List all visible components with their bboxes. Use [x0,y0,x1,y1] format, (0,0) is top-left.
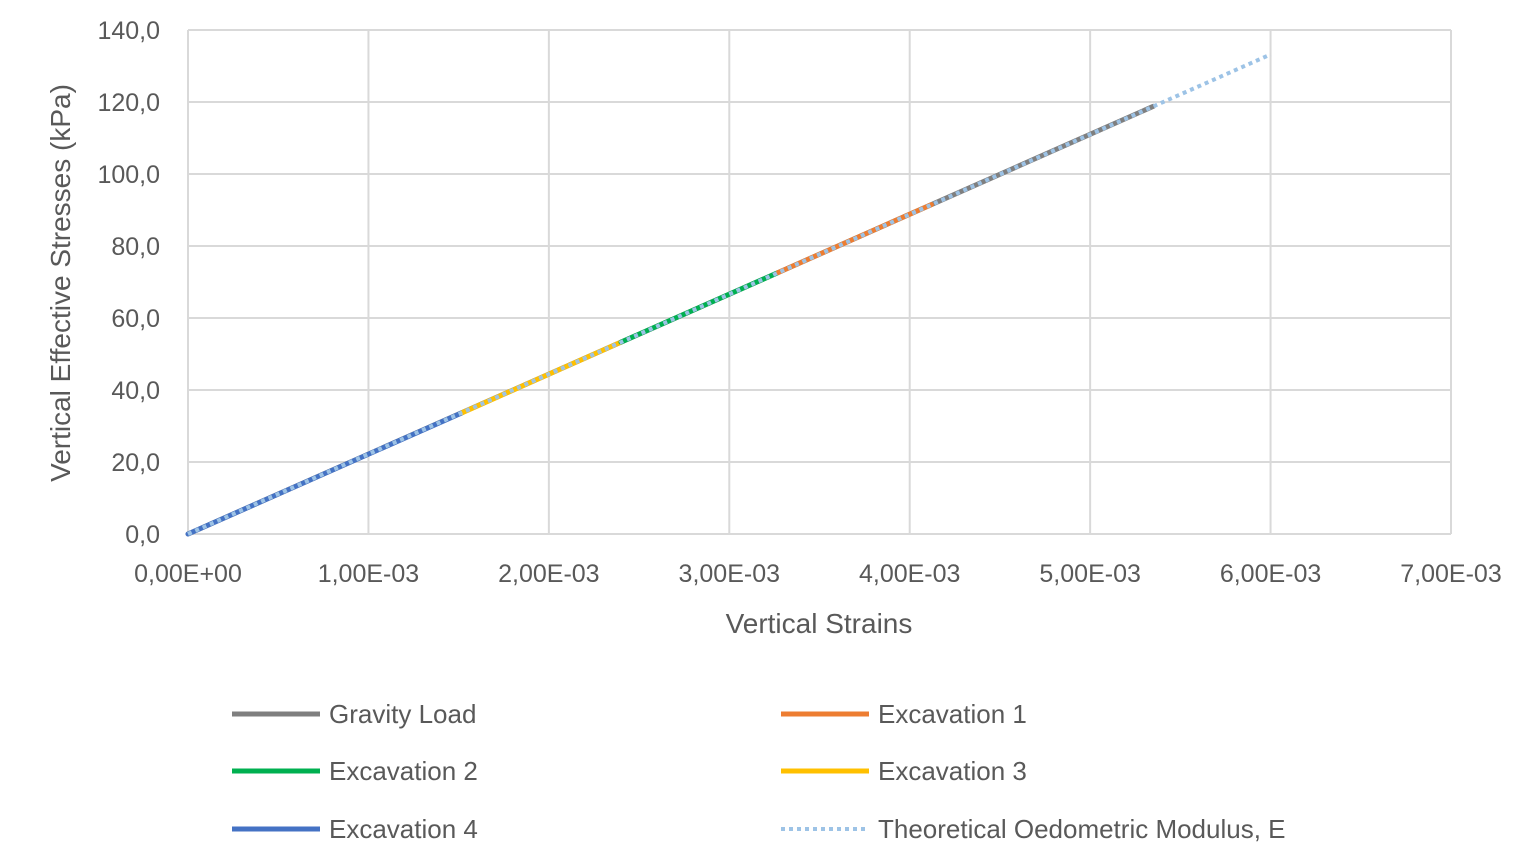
legend-label: Excavation 2 [329,756,478,786]
x-tick-label: 6,00E-03 [1220,560,1321,588]
x-tick-label: 1,00E-03 [318,560,419,588]
x-tick-label: 7,00E-03 [1400,560,1501,588]
series-line-5 [185,410,465,537]
series-layer [185,52,1272,537]
x-tick-label: 2,00E-03 [498,560,599,588]
legend-label: Theoretical Oedometric Modulus, E [878,814,1286,844]
x-tick-label: 4,00E-03 [859,560,960,588]
series-line-6 [187,52,1272,536]
y-tick-label: 100,0 [97,161,160,189]
legend-label: Excavation 1 [878,699,1027,729]
x-axis-title: Vertical Strains [726,608,913,639]
y-axis-title: Vertical Effective Stresses (kPa) [45,84,76,482]
y-tick-label: 0,0 [125,521,160,549]
y-tick-label: 120,0 [97,89,160,117]
legend-label: Excavation 4 [329,814,478,844]
y-tick-label: 40,0 [111,377,160,405]
tick-labels: 0,00E+00 1,00E-03 2,00E-03 3,00E-03 4,00E-03… [97,17,1501,588]
y-tick-label: 140,0 [97,17,160,45]
y-tick-label: 80,0 [111,233,160,261]
x-tick-label: 0,00E+00 [134,560,242,588]
legend-label: Gravity Load [329,699,476,729]
legend: Gravity Load Excavation 1 Excavation 2 Exca… [232,699,1286,844]
x-tick-label: 3,00E-03 [679,560,780,588]
grid [187,29,1452,535]
y-tick-label: 60,0 [111,305,160,333]
y-tick-label: 20,0 [111,449,160,477]
legend-label: Excavation 3 [878,756,1027,786]
x-tick-label: 5,00E-03 [1039,560,1140,588]
